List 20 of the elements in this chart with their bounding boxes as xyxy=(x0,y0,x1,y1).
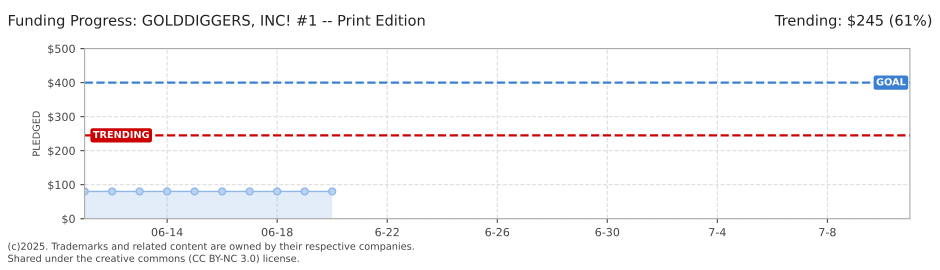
chart-subtitle: Trending: $245 (61%) xyxy=(774,14,932,29)
y-tick-label: $300 xyxy=(48,112,75,122)
x-tick-label: 6-26 xyxy=(485,228,510,236)
y-tick-label: $400 xyxy=(48,78,75,88)
y-tick-label: $100 xyxy=(48,180,75,191)
x-tick-label: 6-30 xyxy=(595,228,620,236)
x-tick-label: 7-8 xyxy=(819,228,836,236)
x-tick-label: 6-22 xyxy=(375,228,399,236)
y-tick-label: $500 xyxy=(48,44,75,54)
y-axis-title: PLEDGED xyxy=(32,111,40,156)
ref-line-label: TRENDING xyxy=(92,130,149,138)
x-tick-label: 06-18 xyxy=(262,228,293,236)
text: Shared under the creative commons (CC BY-NC 3.0) license. xyxy=(8,254,299,264)
y-tick-label: $200 xyxy=(48,146,75,157)
text: (c)2025. Trademarks and related content are owned by their respective companies. xyxy=(8,242,414,252)
chart-title: Funding Progress: GOLDDIGGERS, INC! #1 -- Print Edition xyxy=(8,14,425,29)
x-tick-label: 06-14 xyxy=(152,228,183,236)
y-tick-label: $0 xyxy=(62,214,75,225)
ref-line-label: GOAL xyxy=(876,78,906,86)
x-tick-label: 7-4 xyxy=(709,228,726,236)
